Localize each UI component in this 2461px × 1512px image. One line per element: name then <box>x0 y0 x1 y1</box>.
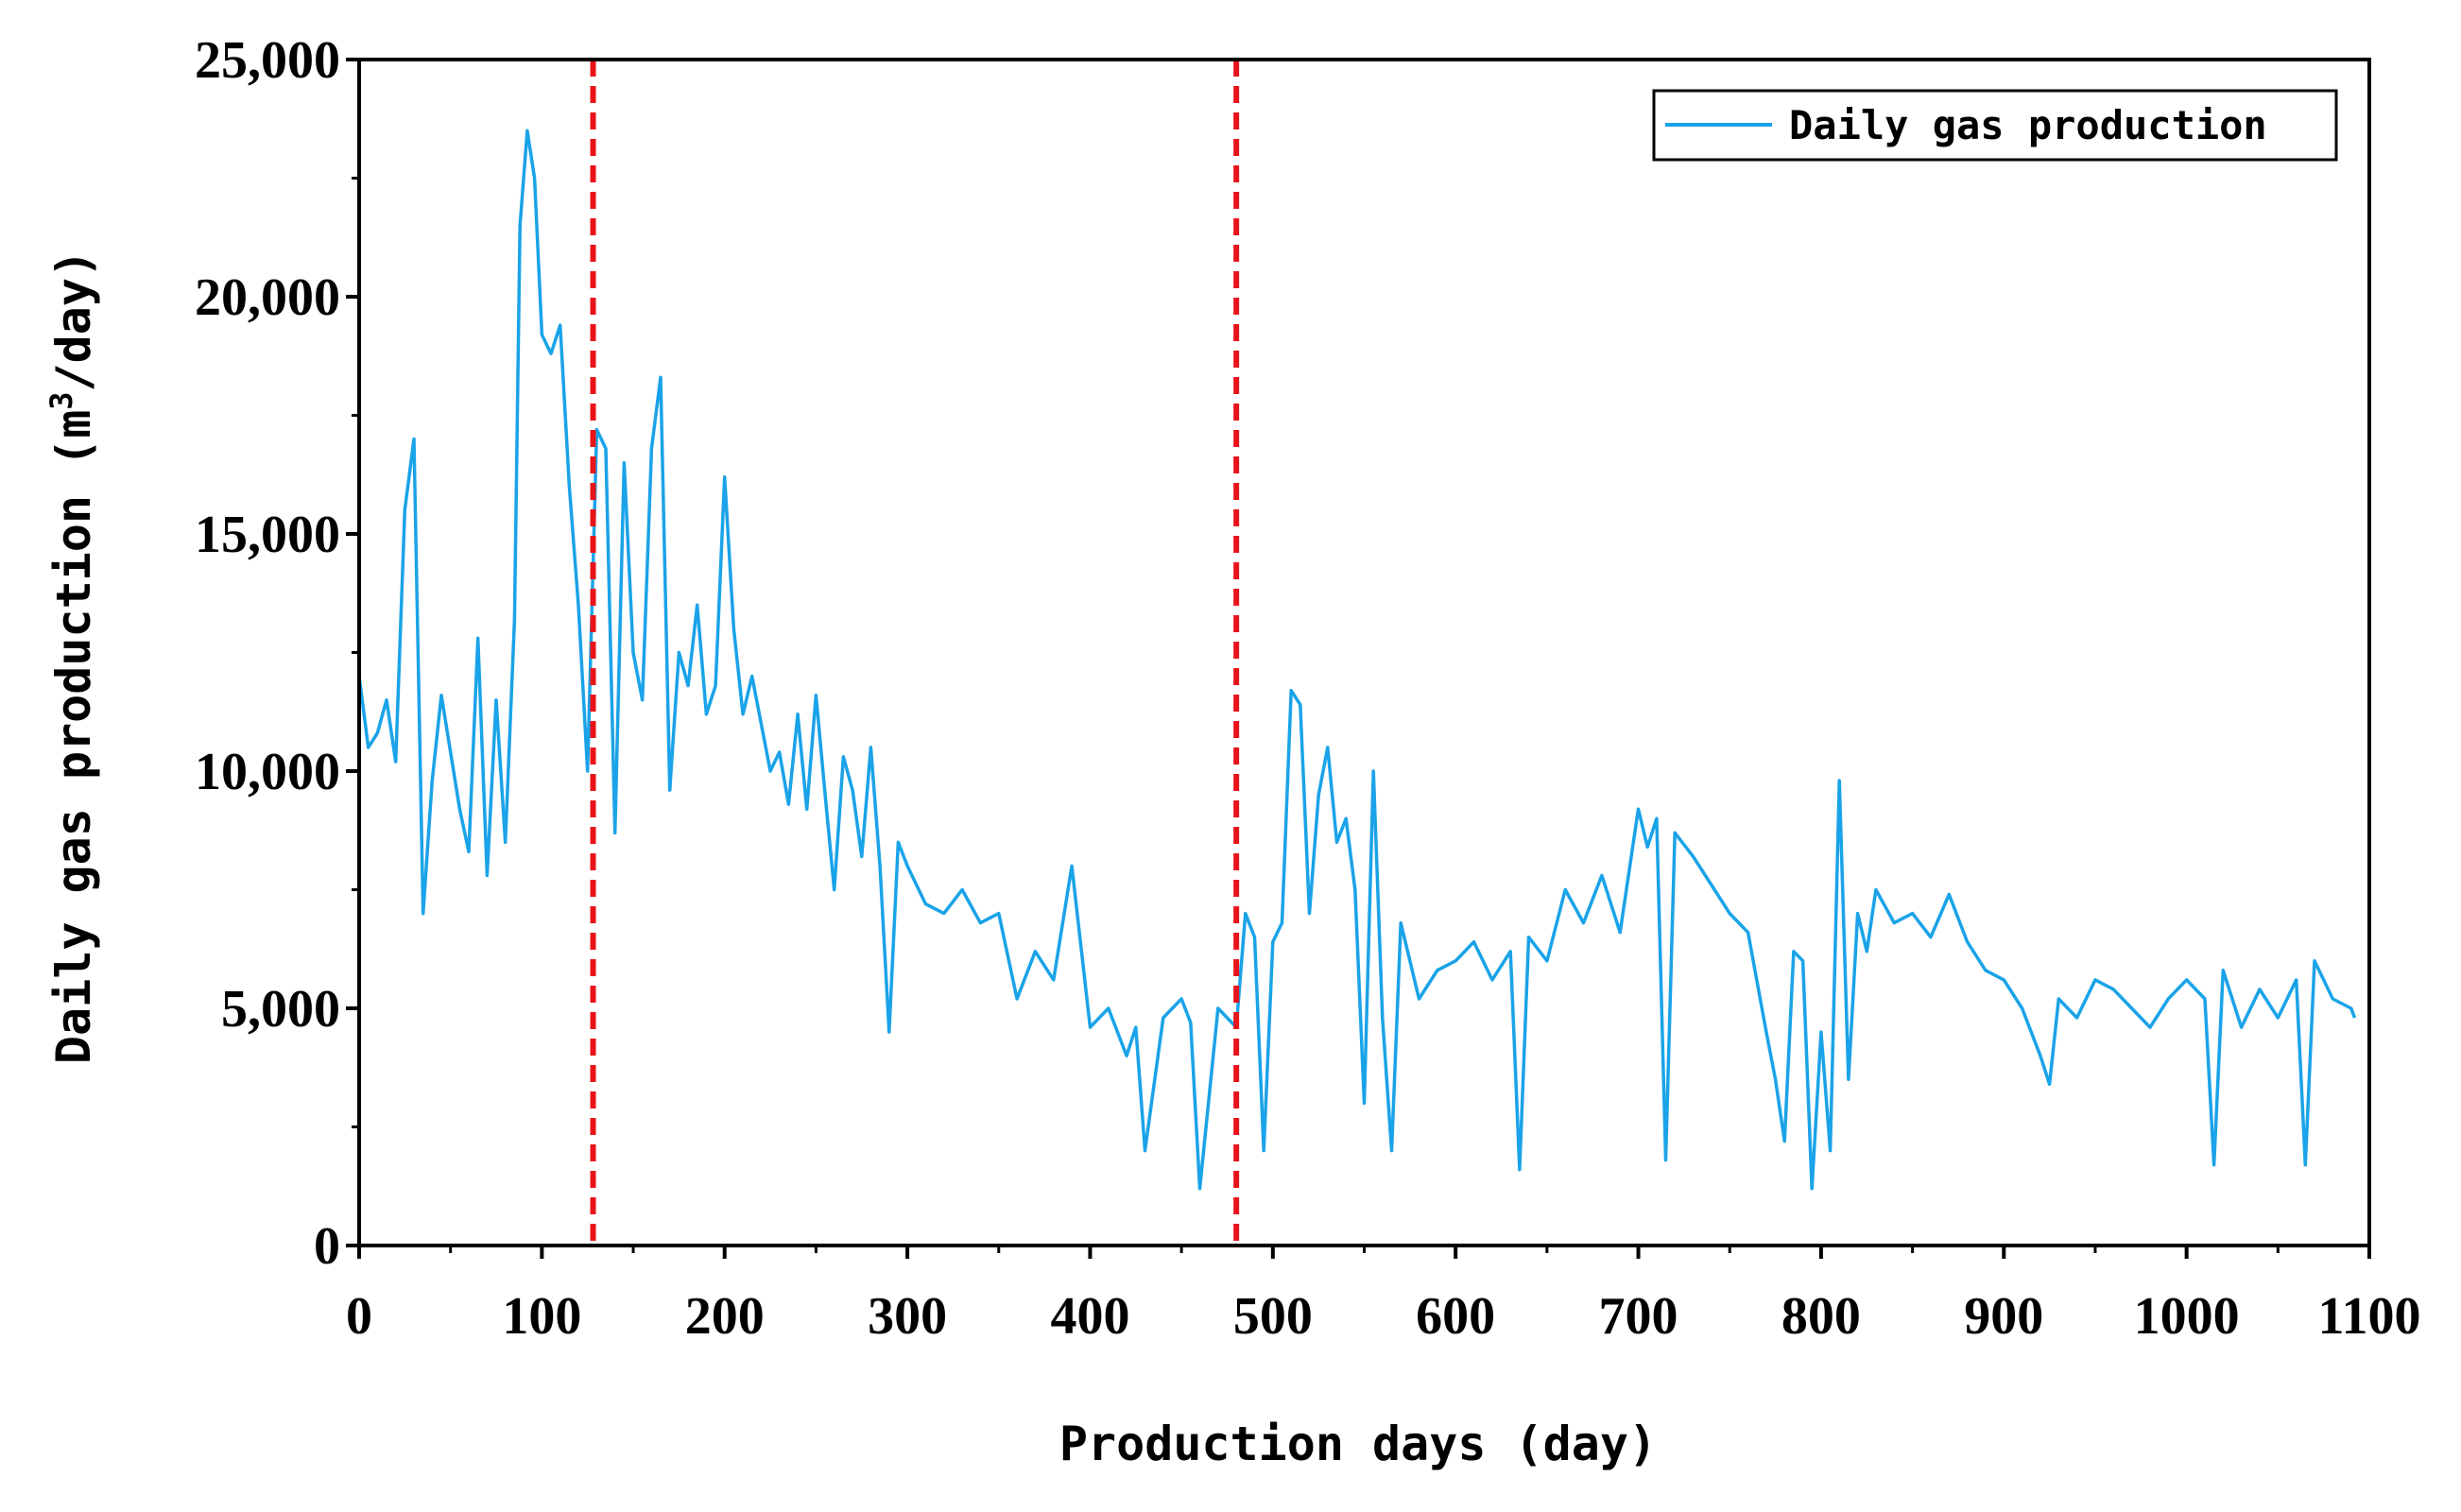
x-tick-label-1000: 1000 <box>2134 1287 2240 1346</box>
x-tick-label-600: 600 <box>1416 1287 1495 1346</box>
series-line-daily-gas-production <box>357 129 2357 1191</box>
y-tick-label-25000: 25,000 <box>195 31 340 90</box>
x-tick-label-1100: 1100 <box>2318 1287 2421 1346</box>
x-tick-label-700: 700 <box>1599 1287 1678 1346</box>
axes-layer: 0 100 200 300 400 500 600 700 800 900 1000 1100 0 5,0… <box>195 31 2420 1346</box>
x-tick-label-400: 400 <box>1050 1287 1129 1346</box>
y-tick-label-0: 0 <box>314 1217 340 1276</box>
y-axis-title-main: Daily gas production (m <box>46 410 101 1064</box>
legend: Daily gas production <box>1652 89 2338 162</box>
y-tick-label-5000: 5,000 <box>221 980 340 1039</box>
x-tick-label-300: 300 <box>868 1287 947 1346</box>
x-tick-label-900: 900 <box>1964 1287 2043 1346</box>
x-tick-label-500: 500 <box>1233 1287 1313 1346</box>
y-axis-title: Daily gas production (m3/day) <box>43 249 101 1064</box>
x-tick-label-0: 0 <box>346 1287 372 1346</box>
x-axis-title: Production days (day) <box>1059 1417 1657 1471</box>
x-tick-label-800: 800 <box>1781 1287 1861 1346</box>
x-tick-label-200: 200 <box>685 1287 765 1346</box>
y-axis-title-unit: /day) <box>46 249 101 392</box>
legend-entry-daily-gas-production: Daily gas production <box>1789 102 2267 148</box>
y-tick-label-10000: 10,000 <box>195 743 340 801</box>
y-axis-title-superscript: 3 <box>43 391 79 409</box>
plot-layer <box>357 60 2357 1246</box>
y-tick-label-15000: 15,000 <box>195 506 340 564</box>
y-tick-label-20000: 20,000 <box>195 268 340 327</box>
x-tick-label-100: 100 <box>502 1287 581 1346</box>
